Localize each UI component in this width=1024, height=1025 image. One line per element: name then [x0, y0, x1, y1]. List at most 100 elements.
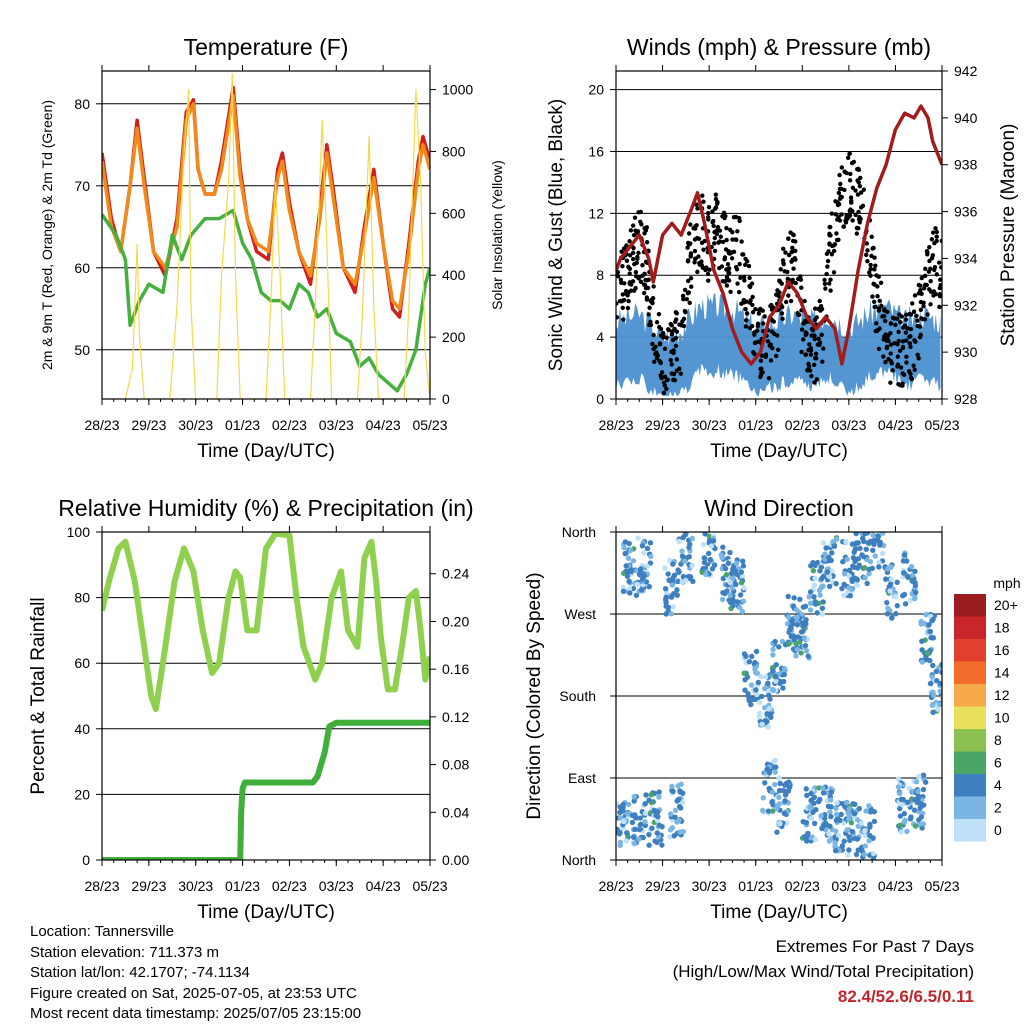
gust-point [858, 216, 863, 222]
wind-dir-point [811, 794, 817, 801]
wind-dir-point [793, 641, 799, 647]
wind-dir-point [667, 811, 674, 817]
colorbar-label: 6 [994, 755, 1002, 771]
colorbar-swatch [954, 774, 986, 797]
wind-dir-point [912, 823, 919, 829]
y2-tick-label: 936 [954, 204, 978, 220]
colorbar-swatch [954, 796, 986, 819]
wind-dir-point [707, 556, 714, 563]
gust-point [746, 263, 752, 269]
wind-dir-point [802, 642, 809, 649]
y2-tick-label: 0.24 [442, 566, 469, 582]
plot-frame [101, 531, 431, 861]
gust-point [931, 293, 936, 298]
gust-point [740, 252, 745, 257]
gust-point [620, 292, 626, 297]
wind-dir-point [766, 692, 772, 699]
gust-point [916, 356, 921, 361]
wind-dir-point [654, 839, 660, 846]
wind-dir-point [646, 842, 652, 848]
wind-dir-point [816, 785, 822, 791]
wind-dir-point [786, 640, 792, 647]
wind-dir-point [826, 573, 833, 580]
wind-dir-point [897, 805, 903, 812]
gust-point [809, 373, 814, 379]
wind-dir-point [675, 796, 682, 803]
wind-dir-point [643, 579, 650, 585]
gust-point [837, 172, 842, 178]
gust-point [616, 269, 621, 275]
gust-point [681, 296, 686, 302]
wind-dir-point [846, 834, 852, 840]
wind-dir-point [812, 836, 819, 843]
gust-point [816, 336, 821, 341]
gust-point [912, 293, 918, 298]
wind-dir-point [740, 563, 747, 569]
gust-point [792, 255, 798, 261]
wind-dir-point [662, 586, 669, 592]
gust-point [868, 266, 874, 272]
gust-point [741, 274, 747, 280]
wind-dir-point [765, 724, 771, 730]
y-tick-label: 60 [74, 260, 90, 276]
gust-point [695, 206, 700, 211]
wind-dir-point [823, 545, 829, 551]
gust-point [657, 341, 663, 346]
gust-point [679, 323, 684, 328]
gust-point [869, 234, 874, 240]
wind-dir-point [855, 540, 861, 546]
wind-dir-point [860, 535, 866, 542]
gust-point [912, 367, 917, 373]
gust-point [782, 269, 787, 274]
wind-dir-point [819, 611, 826, 617]
wind-dir-point [885, 605, 891, 612]
gust-point [726, 270, 732, 276]
wind-dir-point [852, 546, 859, 552]
x-tick-label: 29/23 [645, 878, 680, 894]
x-tick-label: 02/23 [272, 417, 307, 433]
wind-dir-point [930, 635, 937, 641]
wind-dir-point [811, 582, 818, 588]
gust-point [932, 264, 938, 270]
wind-dir-point [919, 659, 925, 665]
gust-point [719, 264, 725, 269]
gust-point [897, 312, 902, 317]
wind-dir-point [636, 826, 642, 833]
gust-point [717, 228, 723, 233]
y2-tick-label: 940 [954, 110, 978, 126]
gust-point [616, 301, 619, 306]
gust-point [877, 298, 882, 304]
y-tick-label: North [562, 852, 596, 868]
wind-dir-point [820, 790, 827, 796]
gust-point [638, 219, 643, 225]
gust-point [790, 232, 796, 237]
gust-point [871, 245, 876, 251]
gust-point [692, 248, 698, 254]
wind-dir-point [630, 834, 637, 840]
wind-dir-point [622, 550, 628, 557]
gust-point [922, 282, 928, 288]
gust-point [838, 181, 843, 187]
solar-line [102, 73, 430, 399]
gust-point [717, 239, 722, 244]
wind-dir-point [940, 694, 942, 701]
gust-point [869, 253, 874, 259]
wind-dir-point [780, 685, 786, 691]
gust-point [696, 254, 701, 259]
wind-dir-point [769, 789, 776, 795]
wind-dir-point [897, 822, 904, 828]
y-tick-label: 100 [67, 524, 91, 540]
gust-point [647, 305, 652, 310]
wind-dir-point [733, 581, 739, 588]
precip-line [102, 719, 430, 860]
gust-point [936, 260, 942, 265]
gust-point [651, 346, 656, 352]
wind-dir-point [912, 589, 919, 595]
wind-dir-point [676, 538, 682, 545]
wind-dir-point [839, 843, 846, 849]
colorbar-swatch [954, 819, 986, 842]
gust-point [645, 285, 651, 291]
wind-dir-point [920, 821, 926, 827]
y2-tick-label: 928 [954, 391, 978, 407]
gust-point [674, 311, 679, 316]
